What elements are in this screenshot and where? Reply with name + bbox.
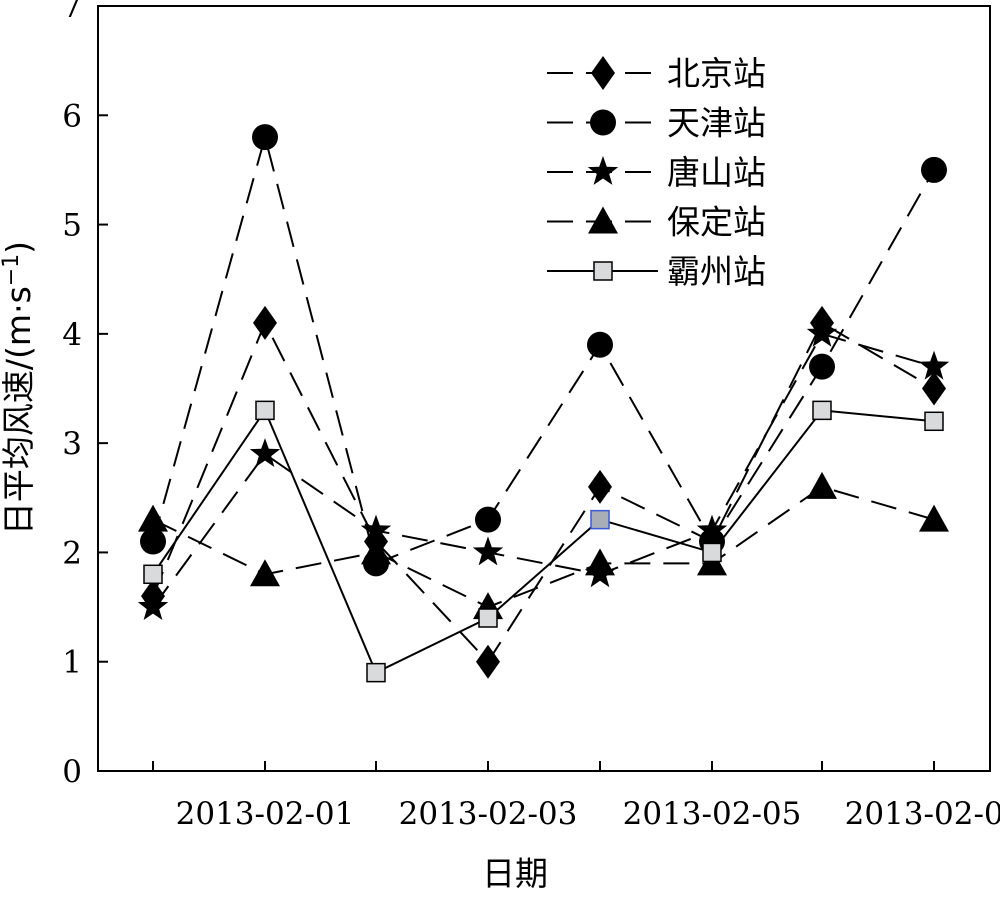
data-point	[250, 559, 280, 587]
y-axis-title: 日平均风速/(m·s−1)	[0, 241, 38, 535]
series-layer	[137, 124, 950, 683]
y-tick-label: 0	[62, 754, 82, 790]
y-axis-title-superscript: −1	[0, 254, 24, 286]
legend-label: 北京站	[667, 54, 766, 93]
data-point	[249, 438, 281, 467]
series-circle	[140, 124, 947, 577]
data-point	[475, 506, 501, 533]
data-point	[252, 124, 278, 151]
y-tick-label: 6	[62, 98, 82, 134]
data-point	[143, 564, 163, 585]
data-point	[922, 371, 946, 406]
data-point	[361, 537, 391, 565]
legend-item: 霸州站	[547, 252, 766, 291]
y-tick-label: 4	[62, 317, 82, 353]
data-point	[702, 542, 722, 563]
y-axis-title-main: 日平均风速/(m·s	[0, 286, 38, 535]
data-point	[588, 469, 612, 504]
data-point	[590, 509, 610, 530]
legend-marker	[587, 156, 619, 185]
data-point	[812, 400, 832, 421]
legend-marker	[590, 109, 616, 136]
series-line	[152, 332, 935, 608]
data-point	[255, 400, 275, 421]
legend-item: 保定站	[547, 203, 766, 242]
series-square	[143, 400, 944, 683]
x-tick-label: 2013-02-07	[845, 796, 1000, 832]
x-axis-title: 日期	[482, 854, 548, 893]
legend-label: 唐山站	[667, 153, 766, 192]
data-point	[360, 514, 392, 544]
series-line	[152, 485, 935, 609]
chart-axes	[97, 5, 991, 772]
y-axis-ticks: 0 1 2 3 4 5 6 7	[62, 0, 108, 790]
y-tick-label: 7	[62, 0, 82, 25]
data-point	[137, 591, 169, 620]
legend-marker	[588, 206, 618, 234]
data-point	[806, 317, 838, 347]
data-point	[807, 471, 837, 499]
x-axis-ticks: 2013-02-01 2013-02-03 2013-02-05 2013-02-07	[152, 761, 1000, 832]
legend-label: 保定站	[667, 203, 766, 242]
series-line	[152, 408, 935, 674]
data-point	[696, 514, 728, 544]
series-star	[137, 317, 950, 620]
legend-item: 唐山站	[547, 153, 766, 192]
series-line	[152, 320, 935, 664]
data-point	[140, 528, 166, 555]
data-point	[587, 331, 613, 358]
legend-marker	[593, 261, 613, 281]
data-point	[924, 411, 944, 432]
legend-label: 天津站	[667, 104, 766, 143]
y-tick-label: 5	[62, 208, 82, 244]
data-point	[809, 353, 835, 380]
y-tick-label: 2	[62, 535, 82, 571]
data-point	[919, 504, 949, 532]
data-point	[472, 536, 504, 566]
x-tick-label: 2013-02-03	[399, 796, 578, 832]
data-point	[918, 350, 950, 380]
data-point	[921, 156, 947, 183]
y-axis-title-close: )	[0, 241, 38, 254]
x-tick-label: 2013-02-05	[623, 796, 802, 832]
data-point	[585, 548, 615, 576]
legend-item: 天津站	[547, 104, 766, 143]
data-point	[138, 504, 168, 532]
x-tick-label: 2013-02-01	[176, 796, 355, 832]
legend-marker	[591, 56, 615, 90]
data-point	[366, 662, 386, 683]
data-point	[476, 644, 500, 679]
data-point	[478, 608, 498, 628]
legend-item: 北京站	[547, 54, 766, 93]
data-point	[253, 305, 277, 340]
y-tick-label: 1	[62, 645, 82, 681]
series-line	[152, 133, 935, 565]
plot-frame	[97, 5, 991, 772]
legend-label: 霸州站	[667, 252, 766, 291]
series-triangle	[138, 471, 949, 620]
y-tick-label: 3	[62, 426, 82, 462]
